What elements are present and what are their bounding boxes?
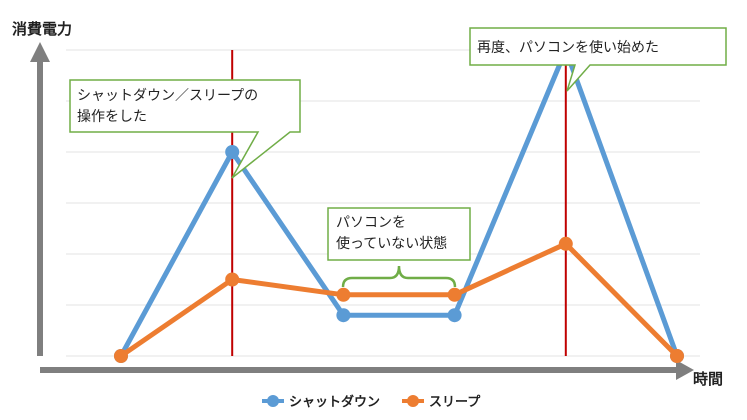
legend-label-sleep: スリープ bbox=[429, 395, 481, 410]
data-point-sleep-4 bbox=[558, 236, 573, 251]
callout-idle: パソコンを 使っていない状態 bbox=[327, 207, 471, 288]
callout-resume-use-line-1: 再度、パソコンを使い始めた bbox=[477, 39, 659, 56]
callout-idle-line-1: パソコンを bbox=[336, 215, 406, 231]
series-line-shutdown bbox=[118, 47, 680, 358]
data-point-shutdown-2 bbox=[336, 308, 351, 323]
data-point-sleep-5 bbox=[670, 349, 684, 363]
series-group bbox=[114, 43, 684, 363]
data-point-shutdown-1 bbox=[225, 145, 240, 159]
data-point-sleep-0 bbox=[114, 349, 128, 363]
callout-idle-line-2: 使っていない状態 bbox=[336, 235, 447, 252]
y-axis-label: 消費電力 bbox=[12, 20, 72, 38]
x-axis-arrow bbox=[676, 360, 694, 380]
callout-shutdown-sleep-line-1: シャットダウン／スリープの bbox=[77, 88, 258, 104]
callout-shutdown-sleep: シャットダウン／スリープの 操作をした bbox=[69, 79, 301, 179]
callout-shutdown-sleep-line-2: 操作をした bbox=[77, 109, 147, 125]
legend: シャットダウン スリープ bbox=[262, 394, 481, 410]
data-point-sleep-3 bbox=[447, 287, 462, 302]
callout-resume-use: 再度、パソコンを使い始めた bbox=[469, 27, 727, 92]
y-axis-arrow bbox=[30, 42, 50, 62]
data-point-shutdown-3 bbox=[447, 308, 462, 323]
data-point-sleep-2 bbox=[336, 287, 351, 302]
idle-bracket bbox=[341, 265, 457, 288]
legend-marker-sleep bbox=[407, 395, 419, 407]
series-line-sleep bbox=[119, 241, 679, 359]
data-point-sleep-1 bbox=[225, 272, 240, 287]
legend-label-shutdown: シャットダウン bbox=[289, 394, 380, 410]
x-axis-label: 時間 bbox=[693, 370, 723, 388]
legend-marker-shutdown bbox=[267, 395, 279, 407]
